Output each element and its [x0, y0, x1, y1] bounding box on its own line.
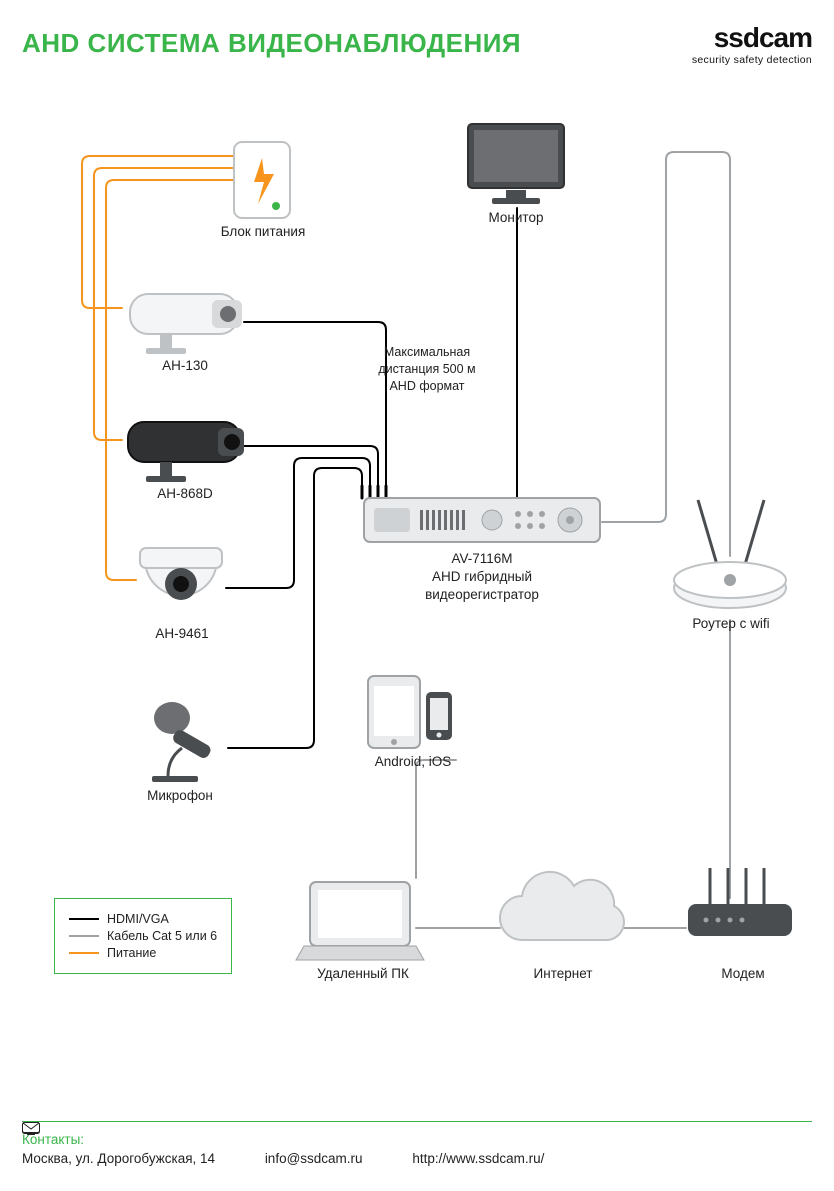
monitor-icon [468, 124, 564, 204]
legend-label-cat: Кабель Cat 5 или 6 [107, 929, 217, 943]
dvr-note-l1: Максимальная [384, 345, 470, 359]
microphone-icon [152, 702, 213, 782]
cam2-label: AH-868D [130, 486, 240, 501]
dvr-note-l2: дистанция 500 м [378, 362, 475, 376]
dvr-label: AV-7116M AHD гибридный видеорегистратор [382, 550, 582, 605]
dvr-sub2: видеорегистратор [425, 587, 539, 602]
cloud-label: Интернет [508, 966, 618, 981]
legend-row-power: Питание [69, 946, 217, 960]
camera-ah130-icon [130, 294, 242, 354]
contacts-heading: Контакты: [22, 1132, 812, 1147]
legend: HDMI/VGA Кабель Cat 5 или 6 Питание [54, 898, 232, 974]
psu-label: Блок питания [210, 224, 316, 239]
remote-pc-icon [296, 882, 424, 960]
legend-row-hdmi: HDMI/VGA [69, 912, 217, 926]
pc-label: Удаленный ПК [298, 966, 428, 981]
monitor-label: Монитор [468, 210, 564, 225]
footer-url-wrap: http://www.ssdcam.ru/ [403, 1151, 545, 1166]
dvr-sub1: AHD гибридный [432, 569, 532, 584]
camera-ah868d-icon [128, 422, 244, 482]
mobile-icon [368, 676, 452, 748]
footer-email: info@ssdcam.ru [265, 1151, 363, 1166]
dvr-icon [364, 498, 600, 542]
legend-label-power: Питание [107, 946, 156, 960]
legend-label-hdmi: HDMI/VGA [107, 912, 169, 926]
legend-swatch-power [69, 952, 99, 954]
modem-icon [688, 868, 792, 936]
diagram-page: AHD СИСТЕМА ВИДЕОНАБЛЮДЕНИЯ ssdcam secur… [22, 28, 812, 1166]
router-label: Роутер с wifi [676, 616, 786, 631]
footer-url: http://www.ssdcam.ru/ [412, 1151, 544, 1166]
legend-row-cat: Кабель Cat 5 или 6 [69, 929, 217, 943]
legend-swatch-cat [69, 935, 99, 937]
cloud-icon [500, 872, 624, 940]
dvr-model: AV-7116M [451, 551, 512, 566]
footer-email-wrap: info@ssdcam.ru [255, 1151, 363, 1166]
cam1-label: AH-130 [130, 358, 240, 373]
camera-ah9461-icon [140, 548, 222, 600]
dvr-note-l3: AHD формат [389, 379, 464, 393]
dvr-note: Максимальная дистанция 500 м AHD формат [362, 344, 492, 395]
cam3-label: AH-9461 [136, 626, 228, 641]
mobile-label: Android, iOS [358, 754, 468, 769]
modem-label: Модем [688, 966, 798, 981]
footer: Контакты: Москва, ул. Дорогобужская, 14 … [22, 1121, 812, 1166]
legend-swatch-hdmi [69, 918, 99, 920]
footer-address: Москва, ул. Дорогобужская, 14 [22, 1151, 215, 1166]
mic-label: Микрофон [134, 788, 226, 803]
psu-icon [234, 142, 290, 218]
